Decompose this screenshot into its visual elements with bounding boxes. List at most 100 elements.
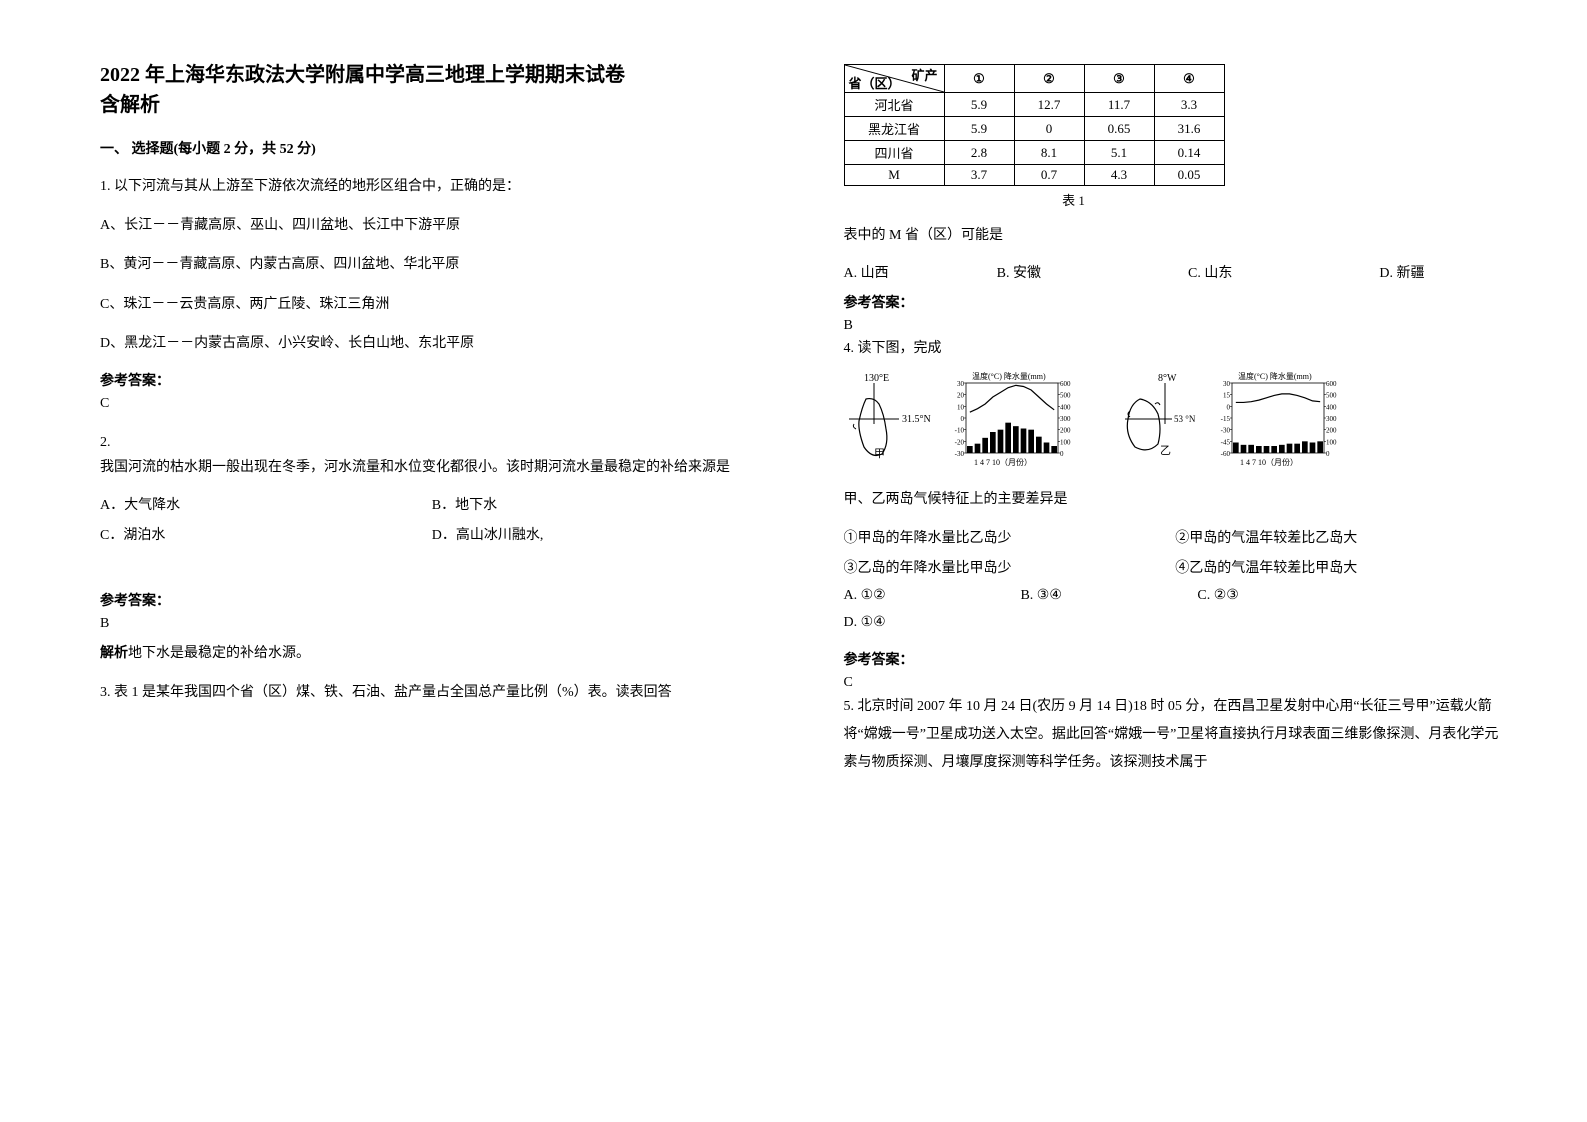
svg-text:100: 100 (1060, 439, 1071, 447)
map-yi-icon: 8°W 53 °N 乙 (1110, 369, 1200, 469)
q1-opt-a: A、长江－－青藏高原、巫山、四川盆地、长江中下游平原 (100, 213, 764, 238)
fig-jia: 130°E 31.5°N 甲 温度(°C) 降水量(mm)3020100-10-… (844, 369, 1080, 469)
q3s-opt-d: D. 新疆 (1379, 262, 1507, 282)
q2-stem: 我国河流的枯水期一般出现在冬季，河水流量和水位变化都很小。该时期河流水量最稳定的… (100, 455, 764, 480)
q2-analysis-text: 地下水是最稳定的补给水源。 (128, 646, 310, 661)
question-3: 3. 表 1 是某年我国四个省（区）煤、铁、石油、盐产量占全国总产量比例（%）表… (100, 680, 764, 705)
q1-opt-d: D、黑龙江－－内蒙古高原、小兴安岭、长白山地、东北平原 (100, 331, 764, 356)
cell: 0.14 (1154, 141, 1224, 165)
q4-s1: ①甲岛的年降水量比乙岛少 (844, 527, 1176, 547)
svg-text:甲: 甲 (874, 448, 885, 460)
q1-opt-c: C、珠江－－云贵高原、两广丘陵、珠江三角洲 (100, 292, 764, 317)
q4-answer-label: 参考答案： (844, 649, 1508, 669)
fig-yi: 8°W 53 °N 乙 温度(°C) 降水量(mm)30150-15-30-45… (1110, 369, 1346, 469)
q2-opt-a: A．大气降水 (100, 494, 432, 514)
table-diag-header: 矿产 省（区） (844, 65, 944, 93)
col-4: ④ (1154, 65, 1224, 93)
svg-text:600: 600 (1326, 380, 1337, 388)
cell: 5.9 (944, 93, 1014, 117)
svg-text:53 °N: 53 °N (1174, 414, 1196, 424)
q1-stem: 1. 以下河流与其从上游至下游依次流经的地形区组合中，正确的是： (100, 174, 764, 199)
svg-text:500: 500 (1060, 392, 1071, 400)
svg-text:20: 20 (957, 392, 965, 400)
svg-text:温度(°C) 降水量(mm): 温度(°C) 降水量(mm) (972, 371, 1046, 381)
cell: 5.1 (1084, 141, 1154, 165)
cell: 11.7 (1084, 93, 1154, 117)
q2-answer-label: 参考答案： (100, 590, 764, 610)
cell: 0.05 (1154, 165, 1224, 186)
q3s-opt-a: A. 山西 (844, 262, 997, 282)
table-row: M3.70.74.30.05 (844, 165, 1224, 186)
cell: 2.8 (944, 141, 1014, 165)
q3s-opt-b: B. 安徽 (997, 262, 1188, 282)
q4-statements-12: ①甲岛的年降水量比乙岛少 ②甲岛的气温年较差比乙岛大 (844, 527, 1508, 547)
svg-text:100: 100 (1326, 439, 1337, 447)
q4-stem2: 甲、乙两岛气候特征上的主要差异是 (844, 487, 1508, 512)
q2-row-ab: A．大气降水 B．地下水 (100, 494, 764, 514)
q1-answer-label: 参考答案： (100, 370, 764, 390)
diag-bottom: 省（区） (849, 73, 901, 92)
cell: 3.3 (1154, 93, 1224, 117)
row-label: 黑龙江省 (844, 117, 944, 141)
svg-text:-60: -60 (1220, 450, 1230, 458)
cell: 3.7 (944, 165, 1014, 186)
chart-jia: 温度(°C) 降水量(mm)3020100-10-20-306005004003… (940, 369, 1080, 469)
svg-text:1 4 7 10（月份）: 1 4 7 10（月份） (1240, 457, 1298, 467)
doc-title: 2022 年上海华东政法大学附属中学高三地理上学期期末试卷 含解析 (100, 60, 764, 120)
q4-s3: ③乙岛的年降水量比甲岛少 (844, 557, 1176, 577)
svg-text:温度(°C) 降水量(mm): 温度(°C) 降水量(mm) (1238, 371, 1312, 381)
q4-stem: 4. 读下图，完成 (844, 336, 1508, 361)
table-row: 黑龙江省5.900.6531.6 (844, 117, 1224, 141)
svg-text:300: 300 (1326, 415, 1337, 423)
svg-text:200: 200 (1326, 427, 1337, 435)
cell: 0.7 (1014, 165, 1084, 186)
title-line-1: 2022 年上海华东政法大学附属中学高三地理上学期期末试卷 (100, 60, 764, 90)
table-caption: 表 1 (844, 190, 1304, 209)
section-header: 一、 选择题(每小题 2 分，共 52 分) (100, 138, 764, 158)
q2-analysis-label: 解析 (100, 646, 128, 661)
svg-text:0: 0 (1326, 450, 1330, 458)
title-line-2: 含解析 (100, 90, 764, 120)
row-label: 河北省 (844, 93, 944, 117)
question-1: 1. 以下河流与其从上游至下游依次流经的地形区组合中，正确的是： A、长江－－青… (100, 174, 764, 412)
q4-opt-b: B. ③④ (1020, 587, 1197, 604)
svg-text:0: 0 (1060, 450, 1064, 458)
q2-row-cd: C．湖泊水 D．高山冰川融水, (100, 524, 764, 544)
svg-text:-30: -30 (1220, 427, 1230, 435)
q4-statements-34: ③乙岛的年降水量比甲岛少 ④乙岛的气温年较差比甲岛大 (844, 557, 1508, 577)
q3s-opt-c: C. 山东 (1188, 262, 1379, 282)
q2-opt-b: B．地下水 (432, 494, 764, 514)
q4-opt-a: A. ①② (844, 587, 1021, 604)
mineral-table: 矿产 省（区） ① ② ③ ④ 河北省5.912.711.73.3黑龙江省5.9… (844, 64, 1225, 186)
q4-opt-d: D. ①④ (844, 610, 1508, 635)
cell: 0 (1014, 117, 1084, 141)
svg-text:10: 10 (957, 404, 965, 412)
col-2: ② (1014, 65, 1084, 93)
q3s-answer: B (844, 318, 1508, 334)
svg-text:-30: -30 (954, 450, 964, 458)
svg-text:-10: -10 (954, 427, 964, 435)
svg-text:400: 400 (1326, 404, 1337, 412)
svg-text:200: 200 (1060, 427, 1071, 435)
left-column: 2022 年上海华东政法大学附属中学高三地理上学期期末试卷 含解析 一、 选择题… (100, 60, 764, 1082)
svg-text:300: 300 (1060, 415, 1071, 423)
cell: 12.7 (1014, 93, 1084, 117)
svg-text:15: 15 (1223, 392, 1231, 400)
right-column: 矿产 省（区） ① ② ③ ④ 河北省5.912.711.73.3黑龙江省5.9… (844, 60, 1508, 1082)
svg-text:130°E: 130°E (864, 373, 889, 384)
svg-text:30: 30 (957, 380, 965, 388)
q2-num: 2. (100, 430, 764, 455)
q4-answer: C (844, 675, 1508, 691)
q2-analysis: 解析地下水是最稳定的补给水源。 (100, 642, 764, 662)
svg-text:30: 30 (1223, 380, 1231, 388)
svg-text:31.5°N: 31.5°N (902, 414, 931, 425)
q5-stem: 5. 北京时间 2007 年 10 月 24 日(农历 9 月 14 日)18 … (844, 693, 1508, 777)
q2-opt-d: D．高山冰川融水, (432, 524, 764, 544)
q3-sub-stem: 表中的 M 省（区）可能是 (844, 223, 1508, 248)
q1-opt-b: B、黄河－－青藏高原、内蒙古高原、四川盆地、华北平原 (100, 252, 764, 277)
cell: 4.3 (1084, 165, 1154, 186)
svg-text:600: 600 (1060, 380, 1071, 388)
svg-text:8°W: 8°W (1158, 373, 1177, 384)
row-label: M (844, 165, 944, 186)
cell: 5.9 (944, 117, 1014, 141)
